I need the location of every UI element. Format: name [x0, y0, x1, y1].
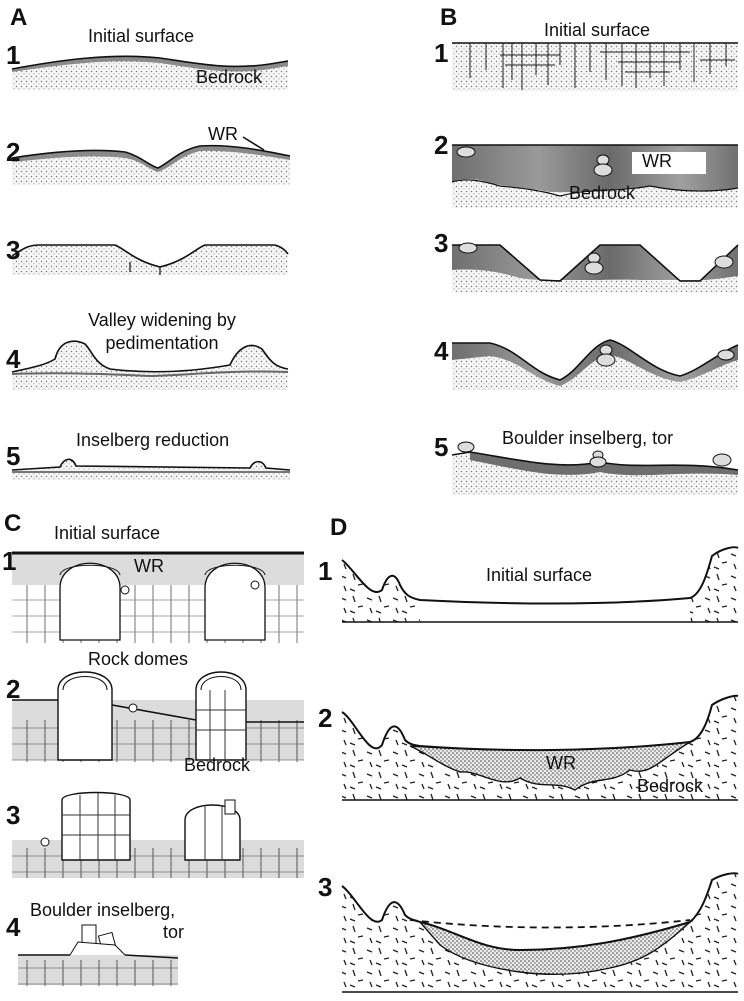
panel-a-step-5-number: 5	[6, 441, 21, 471]
panel-d-step-3-number: 3	[318, 872, 333, 902]
panel-d-step-1-profile	[341, 546, 739, 623]
panel-a-step-3-number: 3	[6, 235, 21, 265]
panel-a-step-4-profile	[11, 340, 289, 390]
panel-a-valley-widening-label-line1: Valley widening by	[88, 310, 236, 330]
panel-c-step-2-profile	[12, 671, 304, 762]
panel-a-diagrams	[11, 55, 291, 480]
panel-a-step-2-number: 2	[6, 137, 21, 167]
panel-c-step-1-profile	[12, 551, 304, 643]
panel-b-step-2-number: 2	[434, 130, 449, 160]
panel-c-initial-surface-label: Initial surface	[54, 523, 161, 543]
panel-b-step-4-number: 4	[434, 336, 449, 366]
panel-d-wr-label: WR	[546, 753, 576, 773]
panel-c-diagrams	[12, 551, 304, 986]
panel-b-wr-label: WR	[642, 151, 672, 171]
panel-a-step-4-number: 4	[6, 344, 21, 374]
panel-a-step-5-profile	[11, 458, 291, 480]
panel-b-step-5-profile	[451, 441, 739, 495]
panel-a-step-1-profile	[11, 55, 289, 90]
panel-d-initial-surface-label: Initial surface	[486, 565, 593, 585]
panel-d-diagrams	[341, 546, 739, 993]
panel-c-step-3-profile	[12, 791, 304, 878]
panel-a-initial-surface-label: Initial surface	[88, 26, 195, 46]
panel-c-step-4-profile	[18, 924, 179, 986]
panel-b-step-2-profile	[451, 144, 739, 208]
panel-b-step-1-number: 1	[434, 38, 449, 68]
panel-a-step-1-number: 1	[6, 40, 21, 70]
panel-b-boulder-inselberg-label: Boulder inselberg, tor	[502, 428, 674, 448]
panel-c-boulder-inselberg-label-line2: tor	[163, 922, 185, 942]
panel-d-letter: D	[330, 514, 348, 541]
panel-a-bedrock-label: Bedrock	[196, 67, 263, 87]
panel-c-step-1-number: 1	[2, 546, 17, 576]
panel-d-step-3-profile	[341, 872, 739, 993]
panel-b-diagrams	[451, 42, 739, 495]
panel-a-valley-widening-label-line2: pedimentation	[105, 333, 219, 353]
panel-c-letter: C	[4, 510, 22, 537]
panel-b-step-1-profile	[452, 42, 738, 91]
panel-a-letter: A	[10, 4, 28, 31]
panel-c-boulder-inselberg-label-line1: Boulder inselberg,	[30, 900, 176, 920]
panel-b-bedrock-label: Bedrock	[569, 183, 636, 203]
panel-c-step-2-number: 2	[6, 674, 21, 704]
panel-d-step-2-number: 2	[318, 703, 333, 733]
panel-b-initial-surface-label: Initial surface	[544, 20, 651, 40]
panel-d-bedrock-label: Bedrock	[637, 776, 704, 796]
panel-a-wr-label: WR	[208, 124, 238, 144]
panel-c-rock-domes-label: Rock domes	[88, 649, 189, 669]
panel-b-step-3-profile	[452, 242, 739, 292]
panel-d-step-1-number: 1	[318, 556, 333, 586]
panel-c-wr-label: WR	[134, 556, 164, 576]
panel-a-inselberg-reduction-label: Inselberg reduction	[76, 430, 230, 450]
panel-c-step-4-number: 4	[6, 912, 21, 942]
panel-b-step-4-profile	[452, 339, 739, 390]
panel-c-bedrock-label: Bedrock	[184, 755, 251, 775]
panel-b-step-3-number: 3	[434, 228, 449, 258]
panel-c-step-3-number: 3	[6, 800, 21, 830]
panel-b-letter: B	[440, 4, 458, 31]
panel-b-step-5-number: 5	[434, 432, 449, 462]
panel-d-step-2-profile	[341, 694, 739, 801]
panel-a-step-2-profile	[11, 136, 291, 185]
panel-a-step-3-profile	[11, 244, 289, 275]
